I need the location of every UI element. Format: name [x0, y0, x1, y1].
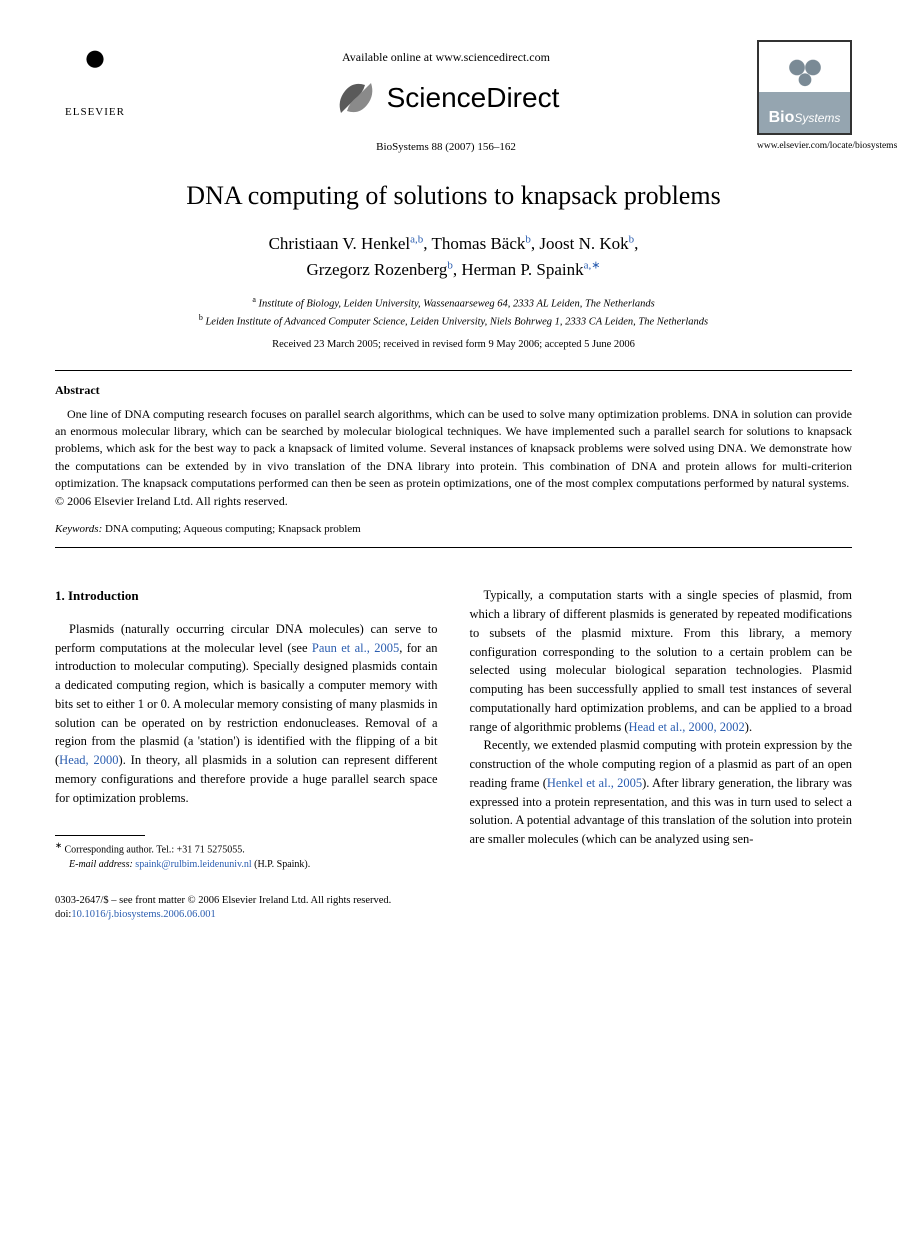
biosystems-cover-icon: BioSystems [757, 40, 852, 135]
keywords-label: Keywords: [55, 523, 102, 535]
paper-title: DNA computing of solutions to knapsack p… [55, 181, 852, 211]
left-column: 1. Introduction Plasmids (naturally occu… [55, 586, 438, 871]
footnote-email[interactable]: spaink@rulbim.leidenuniv.nl [135, 859, 251, 870]
journal-reference: BioSystems 88 (2007) 156–162 [135, 141, 757, 153]
section-heading: 1. Introduction [55, 586, 438, 606]
affiliation-a: Institute of Biology, Leiden University,… [259, 299, 655, 310]
author-affil-sup: b [525, 233, 531, 245]
sciencedirect-icon [333, 75, 379, 121]
header-row: ELSEVIER Available online at www.science… [55, 40, 852, 153]
author-list: Christiaan V. Henkela,b, Thomas Bäckb, J… [55, 231, 852, 282]
page-footer: 0303-2647/$ – see front matter © 2006 El… [55, 894, 852, 923]
doi-link[interactable]: 10.1016/j.biosystems.2006.06.001 [71, 909, 215, 920]
keywords-line: Keywords: DNA computing; Aqueous computi… [55, 523, 852, 535]
abstract-copyright: © 2006 Elsevier Ireland Ltd. All rights … [55, 494, 852, 509]
author: Christiaan V. Henkel [269, 234, 411, 253]
elsevier-logo: ELSEVIER [55, 40, 135, 118]
paper-page: ELSEVIER Available online at www.science… [0, 0, 907, 953]
author-affil-sup: a,∗ [584, 259, 601, 271]
body-columns: 1. Introduction Plasmids (naturally occu… [55, 586, 852, 871]
divider [55, 370, 852, 371]
front-matter-line: 0303-2647/$ – see front matter © 2006 El… [55, 894, 852, 909]
right-column: Typically, a computation starts with a s… [470, 586, 853, 871]
intro-paragraph: Plasmids (naturally occurring circular D… [55, 620, 438, 808]
center-header: Available online at www.sciencedirect.co… [135, 40, 757, 153]
manuscript-dates: Received 23 March 2005; received in revi… [55, 339, 852, 350]
abstract-text: One line of DNA computing research focus… [55, 406, 852, 493]
divider [55, 547, 852, 548]
author: Grzegorz Rozenberg [307, 260, 448, 279]
body-paragraph: Typically, a computation starts with a s… [470, 586, 853, 736]
email-label: E-mail address: [69, 859, 133, 870]
keywords-text: DNA computing; Aqueous computing; Knapsa… [105, 523, 361, 535]
citation-link[interactable]: Henkel et al., 2005 [547, 776, 642, 790]
citation-link[interactable]: Head, 2000 [59, 753, 118, 767]
sciencedirect-label: ScienceDirect [387, 82, 560, 114]
author: Herman P. Spaink [461, 260, 583, 279]
author-affil-sup: b [629, 233, 635, 245]
elsevier-tree-icon [63, 40, 127, 104]
author: Joost N. Kok [539, 234, 628, 253]
footnote-email-tail: (H.P. Spaink). [254, 859, 310, 870]
doi-label: doi: [55, 909, 71, 920]
author: Thomas Bäck [431, 234, 525, 253]
citation-link[interactable]: Head et al., 2000, 2002 [628, 720, 744, 734]
corresponding-author-footnote: ∗ Corresponding author. Tel.: +31 71 527… [55, 840, 438, 871]
body-paragraph: Recently, we extended plasmid computing … [470, 736, 853, 849]
footnote-corr: Corresponding author. Tel.: +31 71 52750… [64, 845, 244, 856]
affiliations: a Institute of Biology, Leiden Universit… [55, 294, 852, 331]
biosystems-label: BioSystems [769, 109, 841, 127]
author-affil-sup: b [447, 259, 453, 271]
abstract-heading: Abstract [55, 383, 852, 398]
publisher-name: ELSEVIER [65, 106, 125, 118]
sciencedirect-brand: ScienceDirect [135, 75, 757, 121]
available-online-text: Available online at www.sciencedirect.co… [135, 50, 757, 65]
journal-logo-box: BioSystems www.elsevier.com/locate/biosy… [757, 40, 852, 151]
journal-url[interactable]: www.elsevier.com/locate/biosystems [757, 141, 852, 151]
author-affil-sup: a,b [410, 233, 423, 245]
footnote-divider [55, 835, 145, 836]
citation-link[interactable]: Paun et al., 2005 [312, 641, 399, 655]
affiliation-b: Leiden Institute of Advanced Computer Sc… [205, 317, 708, 328]
